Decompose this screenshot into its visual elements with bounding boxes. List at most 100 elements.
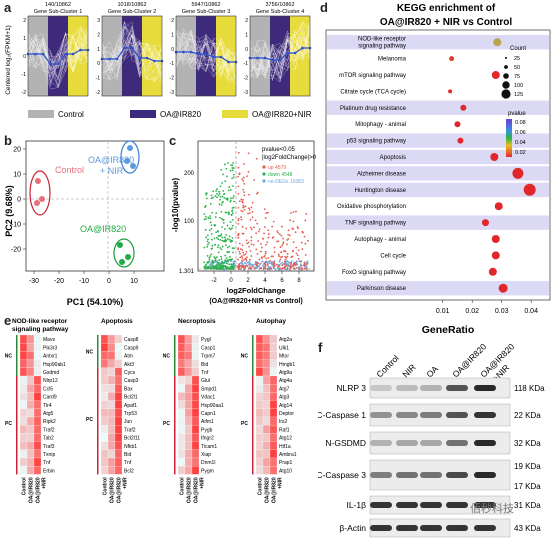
- heatmap-cell: [33, 343, 42, 352]
- pca-oa-label: OA@IR820: [80, 224, 126, 234]
- heatmap-gene-label: Aifm1: [201, 419, 214, 425]
- cluster-ytick: -1: [22, 72, 27, 78]
- heatmap-cell: [33, 367, 42, 377]
- pca-point: [39, 196, 45, 202]
- kegg-dot: [490, 153, 499, 161]
- kegg-dot: [457, 137, 464, 144]
- heatmap-cell: [191, 408, 200, 418]
- nc-bar: [174, 335, 176, 376]
- heatmap-cell: [114, 457, 123, 467]
- panel-label-e: e: [4, 313, 12, 328]
- count-legend-dot: [503, 73, 509, 79]
- blot-size-label: 43 KDa: [514, 524, 541, 533]
- heatmap-cell: [184, 416, 193, 426]
- heatmap-cell: [269, 400, 278, 409]
- heatmap-cell: [19, 351, 28, 360]
- heatmap-cell: [107, 392, 116, 401]
- heatmap-gene-label: Raf1: [279, 427, 290, 433]
- heatmap-xlabel: OA@IR820: [187, 477, 193, 503]
- heatmap-title: Apoptosis: [101, 318, 133, 325]
- cluster-frame: [27, 15, 89, 97]
- pca-ytick: 10: [13, 172, 21, 179]
- panel-label-d: d: [320, 0, 328, 15]
- heatmap-cell: [19, 384, 28, 393]
- heatmap-cell: [262, 425, 271, 434]
- heatmap-cell: [262, 384, 271, 393]
- heatmap-gene-label: Hmgb1: [279, 362, 295, 368]
- pc-bar: [252, 376, 254, 475]
- pca-xtick: -20: [54, 278, 64, 285]
- heatmap-cell: [262, 351, 271, 360]
- heatmap-cell: [255, 416, 264, 426]
- cluster-ytick: 2: [97, 32, 100, 38]
- heatmap-cell: [33, 466, 42, 475]
- kegg-title-1: KEGG enrichment of: [397, 3, 496, 14]
- blot-band: [474, 385, 496, 391]
- heatmap-gene-label: Ticam1: [201, 444, 217, 450]
- blot-band: [396, 440, 418, 446]
- heatmap-xlabel: OA@IR820: [117, 477, 123, 503]
- heatmap-cell: [177, 367, 186, 377]
- control-band: [176, 16, 196, 96]
- pca-frame: [25, 140, 165, 272]
- heatmap-cell: [191, 375, 200, 385]
- heatmap-gene-label: Casp1: [201, 345, 216, 351]
- heatmap-gene-label: Atg3: [279, 395, 290, 401]
- legend-dot: [262, 179, 266, 183]
- blot-band: [420, 412, 442, 418]
- cluster-ytick: -1: [244, 61, 249, 67]
- cluster-ytick: -2: [244, 76, 249, 82]
- nir-band: [216, 16, 236, 96]
- nc-label: NC: [86, 349, 94, 355]
- heatmap-cell: [26, 367, 35, 377]
- cluster-ytick: 3: [97, 18, 100, 24]
- nc-label: NC: [163, 354, 171, 360]
- heatmap-gene-label: Tab2: [43, 436, 54, 442]
- heatmap-cell: [184, 441, 193, 450]
- heatmap-gene-label: Hif1a: [279, 444, 291, 450]
- heatmap-cell: [114, 408, 123, 418]
- heatmap-cell: [107, 343, 116, 352]
- heatmap-cell: [33, 375, 42, 385]
- heatmap-gene-label: Tnf: [43, 460, 51, 466]
- oa-ellipse: [113, 238, 135, 268]
- kegg-term-label: NOD-like receptor: [358, 37, 406, 43]
- pca-xlabel: PC1 (54.10%): [67, 297, 124, 307]
- kegg-pvalue-title: pvalue: [508, 111, 526, 117]
- heatmap-cell: [269, 441, 278, 450]
- pca-point: [35, 178, 41, 184]
- kegg-term-label: Citrate cycle (TCA cycle): [340, 89, 406, 95]
- pca-nir-label-1: OA@IR820: [88, 155, 134, 165]
- heatmap-gene-label: Mavs: [43, 337, 55, 343]
- pca-point: [124, 158, 130, 164]
- blot-band: [396, 385, 418, 391]
- volcano-legend-nodeg: no-DEGs 16383: [268, 179, 304, 185]
- heatmap-cell: [100, 343, 109, 352]
- heatmap-cell: [19, 400, 28, 409]
- heatmap-gene-label: Bid: [124, 452, 131, 458]
- kegg-row-highlight: [327, 133, 549, 148]
- nc-bar: [252, 335, 254, 376]
- kegg-term-label: Huntington disease: [355, 188, 407, 194]
- heatmap-gene-label: Atg2a: [279, 337, 292, 343]
- heatmap-cell: [255, 449, 264, 459]
- cluster-name: Gene Sub-Cluster 4: [256, 9, 305, 15]
- kegg-dot: [491, 71, 500, 79]
- heatmap-cell: [262, 441, 271, 450]
- heatmap-cell: [26, 359, 35, 368]
- heatmap-cell: [262, 457, 271, 467]
- heatmap-cell: [184, 408, 193, 418]
- kegg-term-label: Alzheimer disease: [357, 171, 407, 177]
- cluster-frame: [175, 15, 237, 97]
- volcano-ytick: 100: [184, 219, 195, 225]
- heatmap-gene-label: Pik3r3: [43, 345, 57, 351]
- heatmap-cell: [26, 441, 35, 450]
- heatmap-cell: [184, 457, 193, 467]
- blot-band: [446, 412, 468, 418]
- kegg-dot: [512, 167, 524, 179]
- heatmap-cell: [100, 425, 109, 434]
- heatmap-cell: [191, 449, 200, 459]
- heatmap-xlabel: Control: [180, 477, 186, 495]
- heatmap-cell: [191, 343, 200, 352]
